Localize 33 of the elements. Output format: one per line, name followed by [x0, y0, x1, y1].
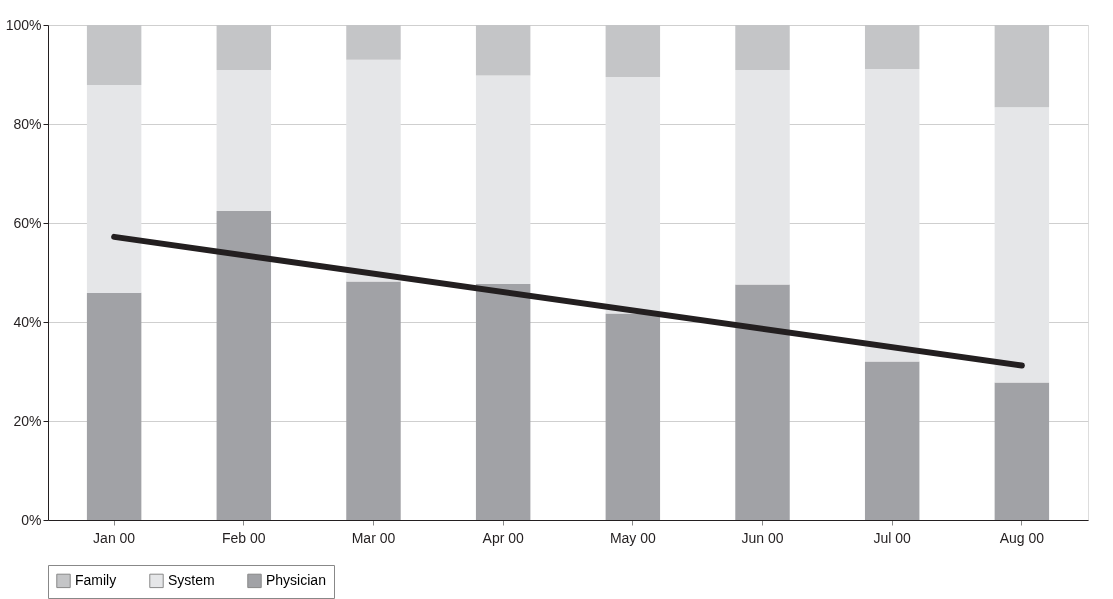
bar	[605, 76, 661, 314]
bar	[86, 84, 142, 293]
x-tick-label: Mar 00	[351, 529, 396, 546]
bar	[994, 382, 1050, 520]
bar	[605, 313, 661, 520]
bar	[994, 107, 1050, 383]
bar	[735, 284, 790, 520]
y-tick-label: 60%	[13, 214, 42, 231]
legend-label: Family	[75, 571, 117, 588]
y-tick-label: 100%	[5, 16, 42, 33]
bar	[475, 283, 531, 520]
bar	[475, 75, 531, 284]
bar	[216, 70, 272, 212]
bar	[864, 69, 920, 362]
bar	[216, 211, 272, 520]
y-tick-label: 0%	[21, 511, 42, 528]
x-tick-label: Jun 00	[741, 529, 784, 546]
x-tick-label: Apr 00	[482, 529, 524, 546]
x-tick-label: Feb 00	[222, 529, 266, 546]
y-tick-label: 40%	[13, 313, 42, 330]
x-tick-label: Jul 00	[873, 529, 912, 546]
bar	[86, 292, 142, 520]
bar	[346, 281, 401, 520]
bar	[346, 59, 401, 282]
x-tick-label: Aug 00	[999, 529, 1045, 546]
y-tick-label: 80%	[13, 115, 42, 132]
x-tick-label: May 00	[609, 529, 656, 546]
legend-label: Physician	[266, 571, 326, 588]
legend-label: System	[168, 571, 215, 588]
y-tick-label: 20%	[13, 412, 42, 429]
x-tick-label: Jan 00	[93, 529, 136, 546]
bar	[735, 70, 790, 285]
bar	[864, 361, 920, 520]
